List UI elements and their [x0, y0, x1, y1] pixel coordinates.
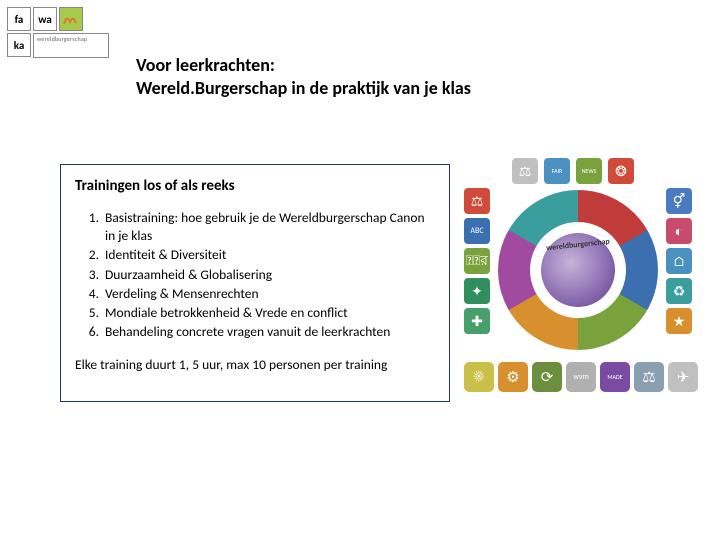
scribble-icon [62, 10, 80, 28]
graphic-tile: ABC [464, 218, 490, 244]
page-heading: Voor leerkrachten: Wereld.Burgerschap in… [136, 54, 656, 99]
list-item-text: Duurzaamheid & Globalisering [105, 266, 272, 284]
graphic-tile: FAIR [544, 158, 570, 184]
list-item-text: Behandeling concrete vragen vanuit de le… [105, 323, 390, 341]
graphic-tile: ⚖ [634, 362, 664, 392]
training-list: 1.Basistraining: hoe gebruik je de Werel… [83, 209, 435, 342]
graphic-tile: ✦ [464, 278, 490, 304]
list-item: 6.Behandeling concrete vragen vanuit de … [83, 323, 435, 341]
list-item-text: Identiteit & Diversiteit [105, 246, 226, 264]
logo: fa wa ka wereldburgerschap [6, 6, 116, 58]
logo-cell-green [59, 7, 83, 31]
graphic-tile: ✈ [668, 362, 698, 392]
graphic-tile: �ের [464, 248, 490, 274]
graphic-tile: ◐ [666, 218, 692, 244]
logo-subtext: wereldburgerschap [33, 33, 109, 58]
graphic-tile: ♻ [666, 278, 692, 304]
wereldburgerschap-graphic: wereldburgerschap ⚖FAIRNEWS❂⚖ABC�ের✦✚⚥◐⌂… [456, 164, 700, 404]
graphic-tile: ⟳ [532, 362, 562, 392]
graphic-tile: NEWS [576, 158, 602, 184]
graphic-tile: ☀ [464, 362, 494, 392]
graphic-tile: ✚ [464, 308, 490, 334]
training-box: Trainingen los of als reeks 1.Basistrain… [60, 164, 450, 402]
box-title: Trainingen los of als reeks [75, 177, 435, 195]
graphic-tile: ⚖ [512, 158, 538, 184]
wheel: wereldburgerschap [498, 190, 658, 350]
list-item: 1.Basistraining: hoe gebruik je de Werel… [83, 209, 435, 245]
graphic-tile: ★ [666, 308, 692, 334]
list-item: 4.Verdeling & Mensenrechten [83, 285, 435, 303]
logo-cell-fa: fa [7, 7, 31, 31]
list-item-text: Basistraining: hoe gebruik je de Wereldb… [105, 209, 435, 245]
list-item: 3.Duurzaamheid & Globalisering [83, 266, 435, 284]
graphic-tile: MADE [600, 362, 630, 392]
list-item-text: Verdeling & Mensenrechten [105, 285, 259, 303]
logo-cell-wa: wa [33, 7, 57, 31]
logo-cell-ka: ka [7, 33, 31, 57]
list-item: 2.Identiteit & Diversiteit [83, 246, 435, 264]
graphic-tile: ❂ [608, 158, 634, 184]
list-item-text: Mondiale betrokkenheid & Vrede en confli… [105, 304, 348, 322]
heading-line1: Voor leerkrachten: [136, 54, 656, 77]
graphic-tile: ⚙ [498, 362, 528, 392]
graphic-tile: ⚥ [666, 188, 692, 214]
list-item: 5.Mondiale betrokkenheid & Vrede en conf… [83, 304, 435, 322]
box-footer: Elke training duurt 1, 5 uur, max 10 per… [75, 356, 435, 373]
graphic-tile: ⚖ [464, 188, 490, 214]
graphic-tile: ⌂ [666, 248, 692, 274]
graphic-tile: wvm [566, 362, 596, 392]
heading-line2: Wereld.Burgerschap in de praktijk van je… [136, 77, 656, 100]
